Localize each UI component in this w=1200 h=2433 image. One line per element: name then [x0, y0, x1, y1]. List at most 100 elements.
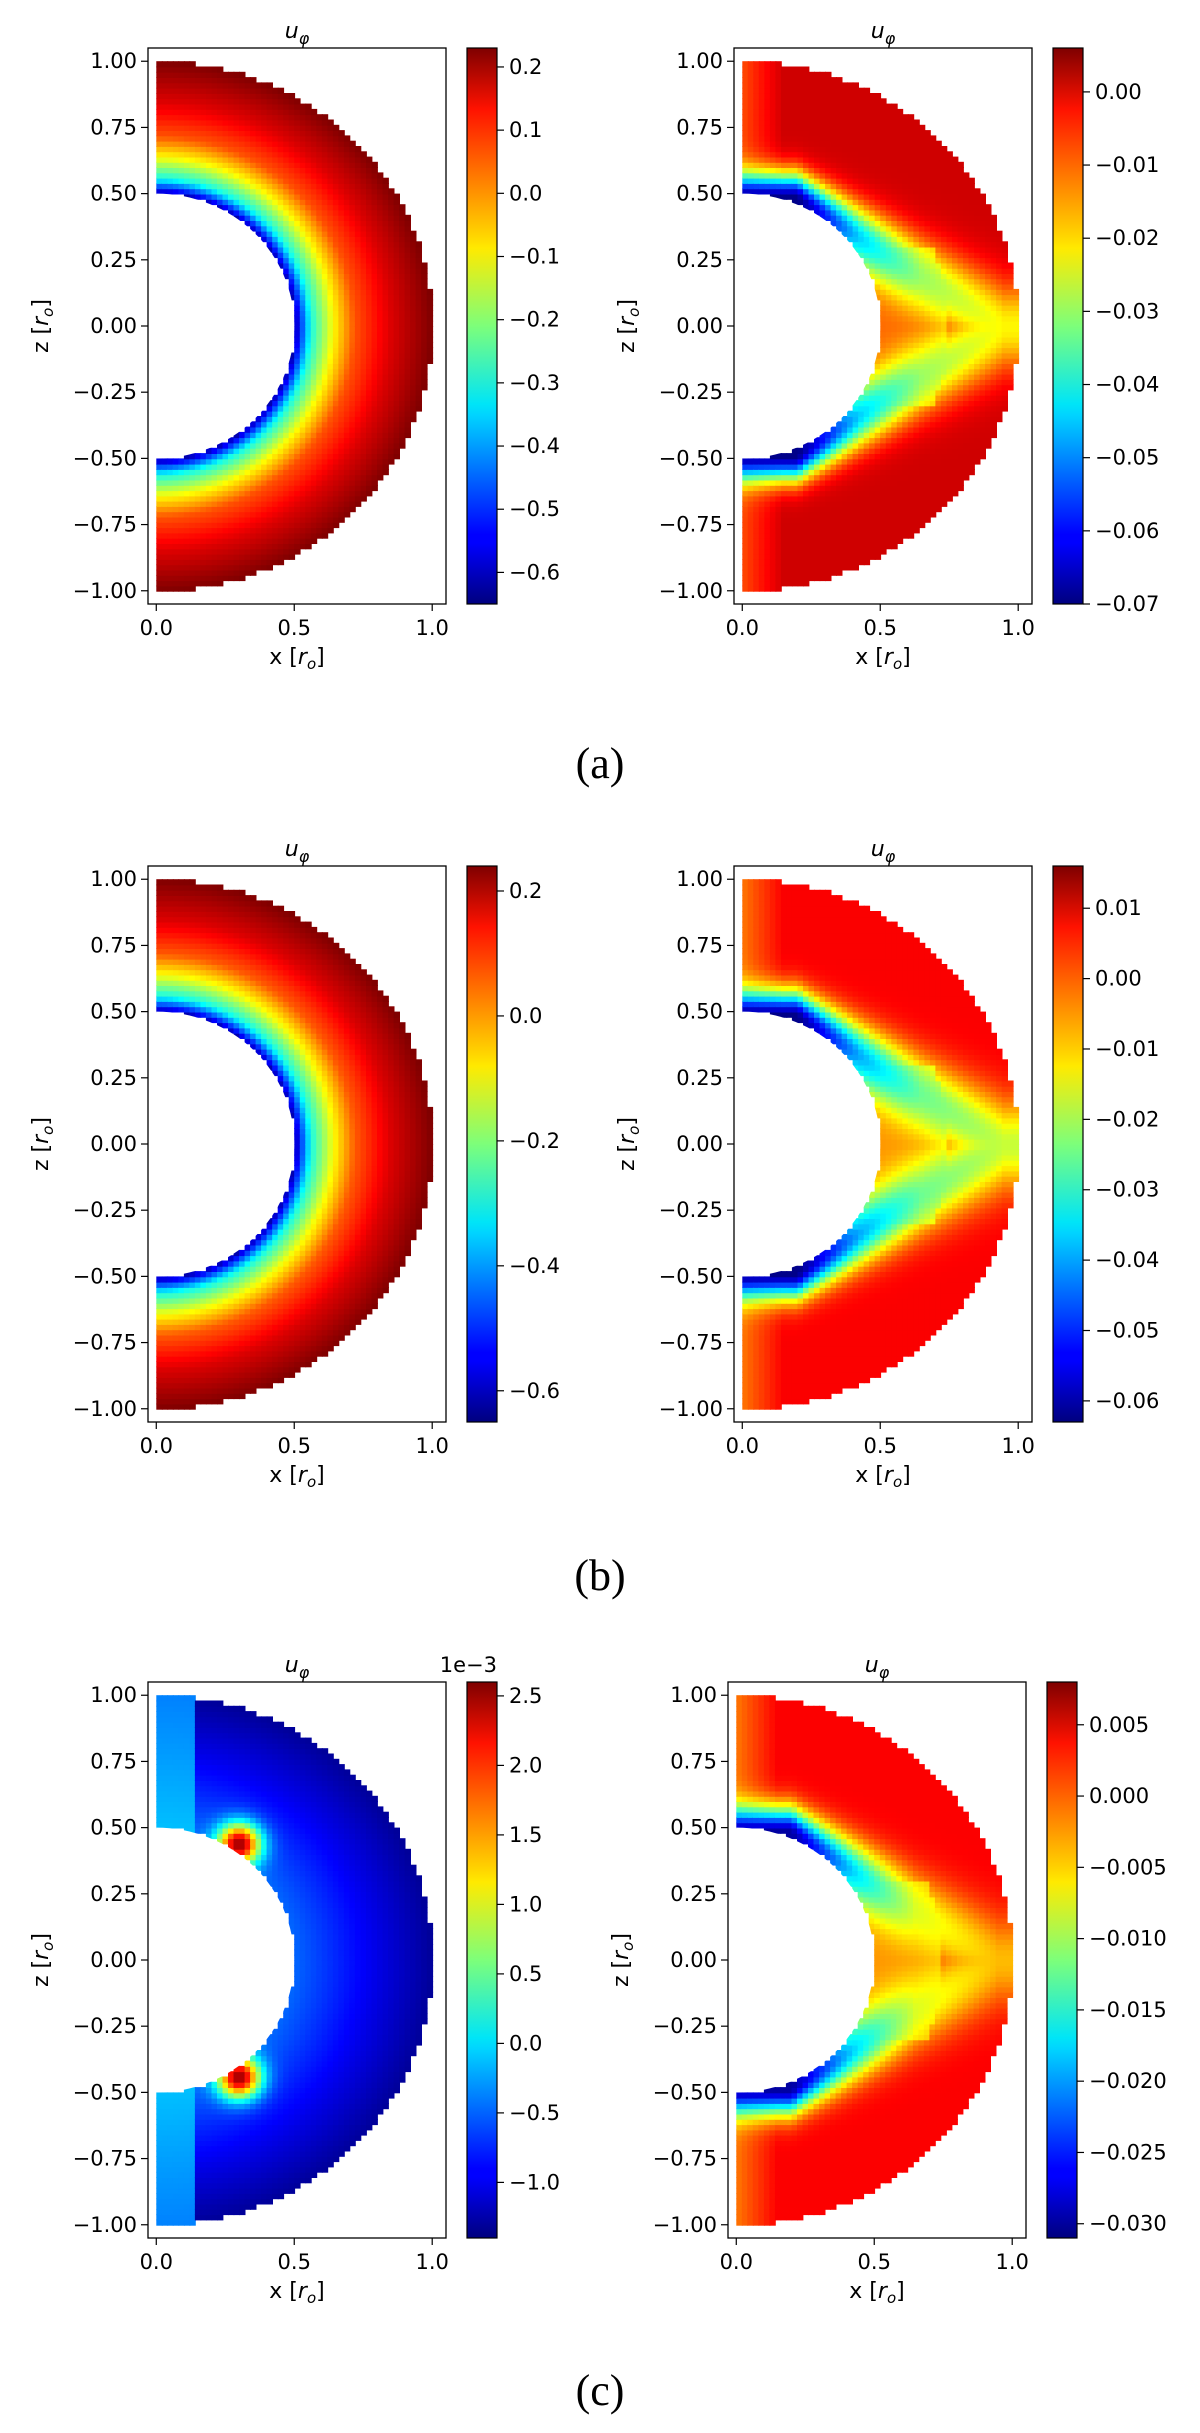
heatmap-cell [333, 300, 339, 306]
heatmap-cell [820, 443, 826, 449]
heatmap-cell [786, 511, 792, 517]
heatmap-cell [847, 93, 853, 99]
heatmap-cell [300, 241, 306, 247]
heatmap-cell [775, 157, 781, 163]
heatmap-cell [891, 458, 897, 464]
heatmap-cell [416, 241, 422, 247]
heatmap-cell [223, 98, 229, 104]
heatmap-cell [792, 469, 798, 475]
heatmap-cell [333, 379, 339, 385]
heatmap-cell [267, 554, 273, 560]
heatmap-cell [261, 104, 267, 110]
heatmap-cell [764, 183, 770, 189]
heatmap-cell [305, 130, 311, 136]
heatmap-cell [223, 559, 229, 565]
heatmap-cell [195, 575, 201, 581]
heatmap-cell [184, 469, 190, 475]
heatmap-cell [195, 570, 201, 576]
heatmap-cell [798, 157, 804, 163]
heatmap-cell [366, 252, 372, 258]
heatmap-cell [869, 506, 875, 512]
heatmap-cell [294, 104, 300, 110]
heatmap-cell [250, 464, 256, 470]
heatmap-cell [748, 88, 754, 94]
heatmap-cell [858, 411, 864, 417]
heatmap-cell [759, 506, 765, 512]
heatmap-cell [289, 511, 295, 517]
heatmap-cell [355, 247, 361, 253]
heatmap-cell [764, 511, 770, 517]
heatmap-cell [344, 183, 350, 189]
heatmap-cell [200, 104, 206, 110]
heatmap-cell [167, 188, 173, 194]
heatmap-cell [781, 538, 787, 544]
heatmap-cell [327, 353, 333, 359]
heatmap-cell [316, 310, 322, 316]
heatmap-cell [864, 188, 870, 194]
heatmap-cell [283, 104, 289, 110]
heatmap-cell [322, 405, 328, 411]
heatmap-cell [853, 517, 859, 523]
heatmap-cell [913, 305, 919, 311]
heatmap-cell [897, 427, 903, 433]
heatmap-cell [897, 210, 903, 216]
heatmap-cell [239, 183, 245, 189]
heatmap-cell [278, 257, 284, 263]
heatmap-cell [322, 342, 328, 348]
heatmap-cell [250, 548, 256, 554]
heatmap-cell [891, 527, 897, 533]
heatmap-cell [864, 511, 870, 517]
heatmap-cell [267, 474, 273, 480]
heatmap-cell [344, 225, 350, 231]
heatmap-cell [886, 321, 892, 327]
heatmap-cell [880, 284, 886, 290]
heatmap-cell [338, 268, 344, 274]
heatmap-cell [349, 368, 355, 374]
heatmap-cell [278, 416, 284, 422]
heatmap-cell [184, 125, 190, 131]
heatmap-cell [366, 427, 372, 433]
heatmap-cell [759, 586, 765, 592]
heatmap-cell [421, 347, 427, 353]
heatmap-cell [913, 437, 919, 443]
heatmap-cell [858, 151, 864, 157]
heatmap-cell [338, 432, 344, 438]
heatmap-cell [178, 464, 184, 470]
heatmap-cell [344, 453, 350, 459]
heatmap-cell [858, 167, 864, 173]
heatmap-cell [316, 469, 322, 475]
heatmap-cell [349, 188, 355, 194]
heatmap-cell [234, 570, 240, 576]
heatmap-cell [792, 548, 798, 554]
heatmap-cell [891, 485, 897, 491]
heatmap-cell [361, 157, 367, 163]
heatmap-cell [748, 564, 754, 570]
heatmap-cell [853, 114, 859, 120]
heatmap-cell [322, 241, 328, 247]
heatmap-cell [344, 358, 350, 364]
heatmap-cell [184, 480, 190, 486]
heatmap-cell [294, 98, 300, 104]
heatmap-cell [388, 215, 394, 221]
heatmap-cell [798, 474, 804, 480]
heatmap-cell [300, 538, 306, 544]
heatmap-cell [316, 347, 322, 353]
heatmap-cell [421, 358, 427, 364]
heatmap-cell [820, 194, 826, 200]
heatmap-cell [239, 135, 245, 141]
heatmap-cell [886, 204, 892, 210]
heatmap-cell [886, 289, 892, 295]
heatmap-cell [394, 395, 400, 401]
heatmap-cell [858, 511, 864, 517]
heatmap-cell [366, 374, 372, 380]
heatmap-cell [372, 337, 378, 343]
heatmap-cell [349, 231, 355, 237]
heatmap-cell [250, 527, 256, 533]
heatmap-cell [261, 411, 267, 417]
heatmap-cell [212, 194, 218, 200]
heatmap-cell [847, 82, 853, 88]
heatmap-cell [383, 411, 389, 417]
heatmap-cell [836, 421, 842, 427]
heatmap-cell [239, 490, 245, 496]
heatmap-cell [261, 135, 267, 141]
